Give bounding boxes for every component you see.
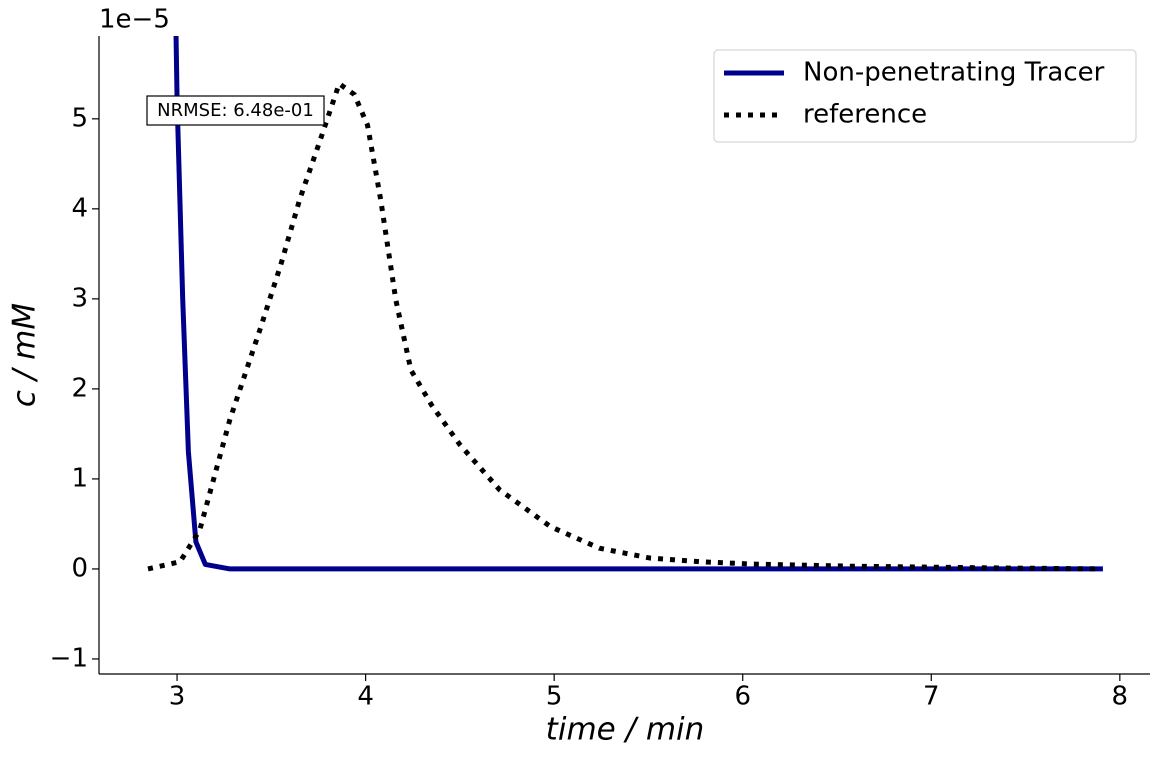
annotation-box: [146, 95, 325, 126]
data-line: [147, 81, 1102, 572]
x-tick-label: 5: [546, 682, 563, 712]
x-tick-label: 7: [923, 682, 940, 712]
x-tick-label: 3: [169, 682, 186, 712]
annotation-text: NRMSE: 6.48e-01: [157, 100, 314, 121]
y-offset-text: 1e−5: [99, 5, 170, 35]
y-axis-label: c / mM: [7, 303, 43, 407]
x-tick-label: 4: [357, 682, 374, 712]
data-line: [173, 36, 1103, 572]
y-tick-label: 5: [71, 103, 88, 133]
legend-box: [713, 49, 1137, 143]
annotation: NRMSE: 6.48e-01: [146, 95, 325, 126]
x-axis-label: time / min: [546, 712, 705, 748]
y-tick-label: 2: [71, 373, 88, 403]
legend-label: Non-penetrating Tracer: [803, 58, 1105, 88]
legend-label: reference: [803, 100, 927, 130]
y-tick-label: 3: [71, 283, 88, 313]
y-tick-label: 0: [71, 553, 88, 583]
plot-area: [147, 36, 1103, 572]
x-tick-label: 8: [1112, 682, 1129, 712]
y-tick-label: 1: [71, 463, 88, 493]
legend: Non-penetrating Tracer reference: [713, 49, 1137, 143]
x-tick-label: 6: [734, 682, 751, 712]
y-tick-label: 4: [71, 193, 88, 223]
y-tick-label: −1: [50, 643, 88, 673]
